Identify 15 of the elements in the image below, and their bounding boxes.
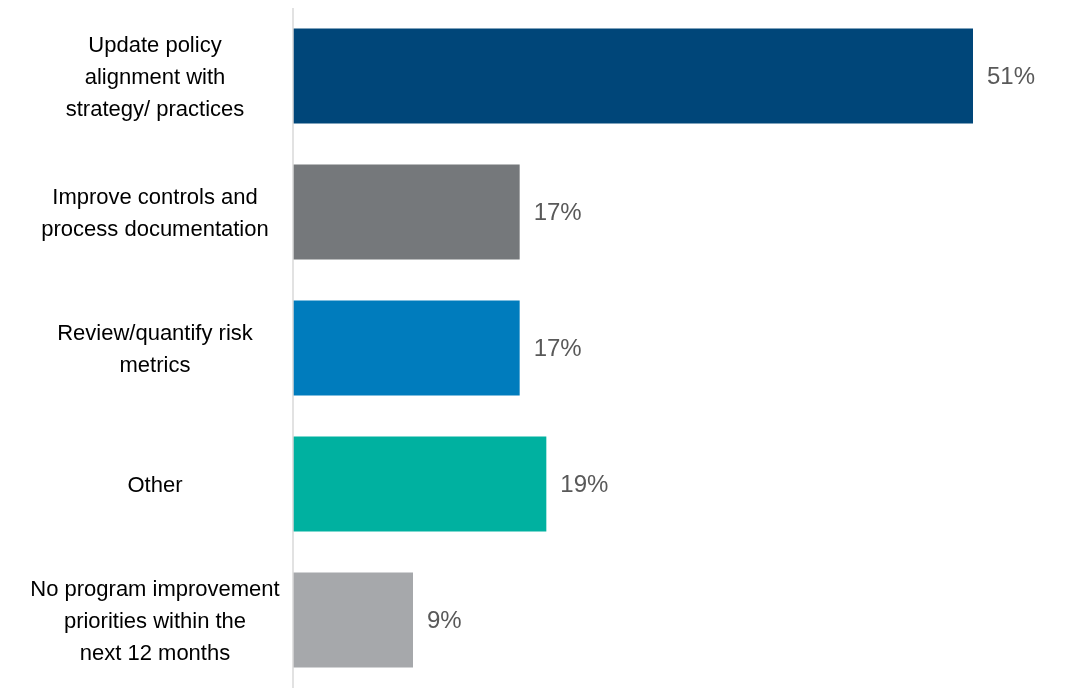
bar [293, 572, 413, 668]
data-label: 19% [560, 470, 609, 498]
bar [293, 436, 547, 532]
y-tick-label: Review/quantify risk metrics [57, 319, 254, 377]
bar [293, 164, 520, 260]
data-label: 17% [533, 198, 582, 226]
bar [293, 28, 973, 124]
data-label: 51% [987, 62, 1036, 90]
bar [293, 300, 520, 396]
y-tick-label: Improve controls and process documentation [41, 183, 269, 241]
y-tick-label: Update policy alignment with strategy/ practices [65, 31, 245, 121]
y-tick-label: Other [127, 471, 183, 497]
y-tick-label: No program improvement priorities within the next 12 months [30, 575, 280, 665]
data-label: 9% [427, 606, 462, 634]
data-label: 17% [533, 334, 582, 362]
